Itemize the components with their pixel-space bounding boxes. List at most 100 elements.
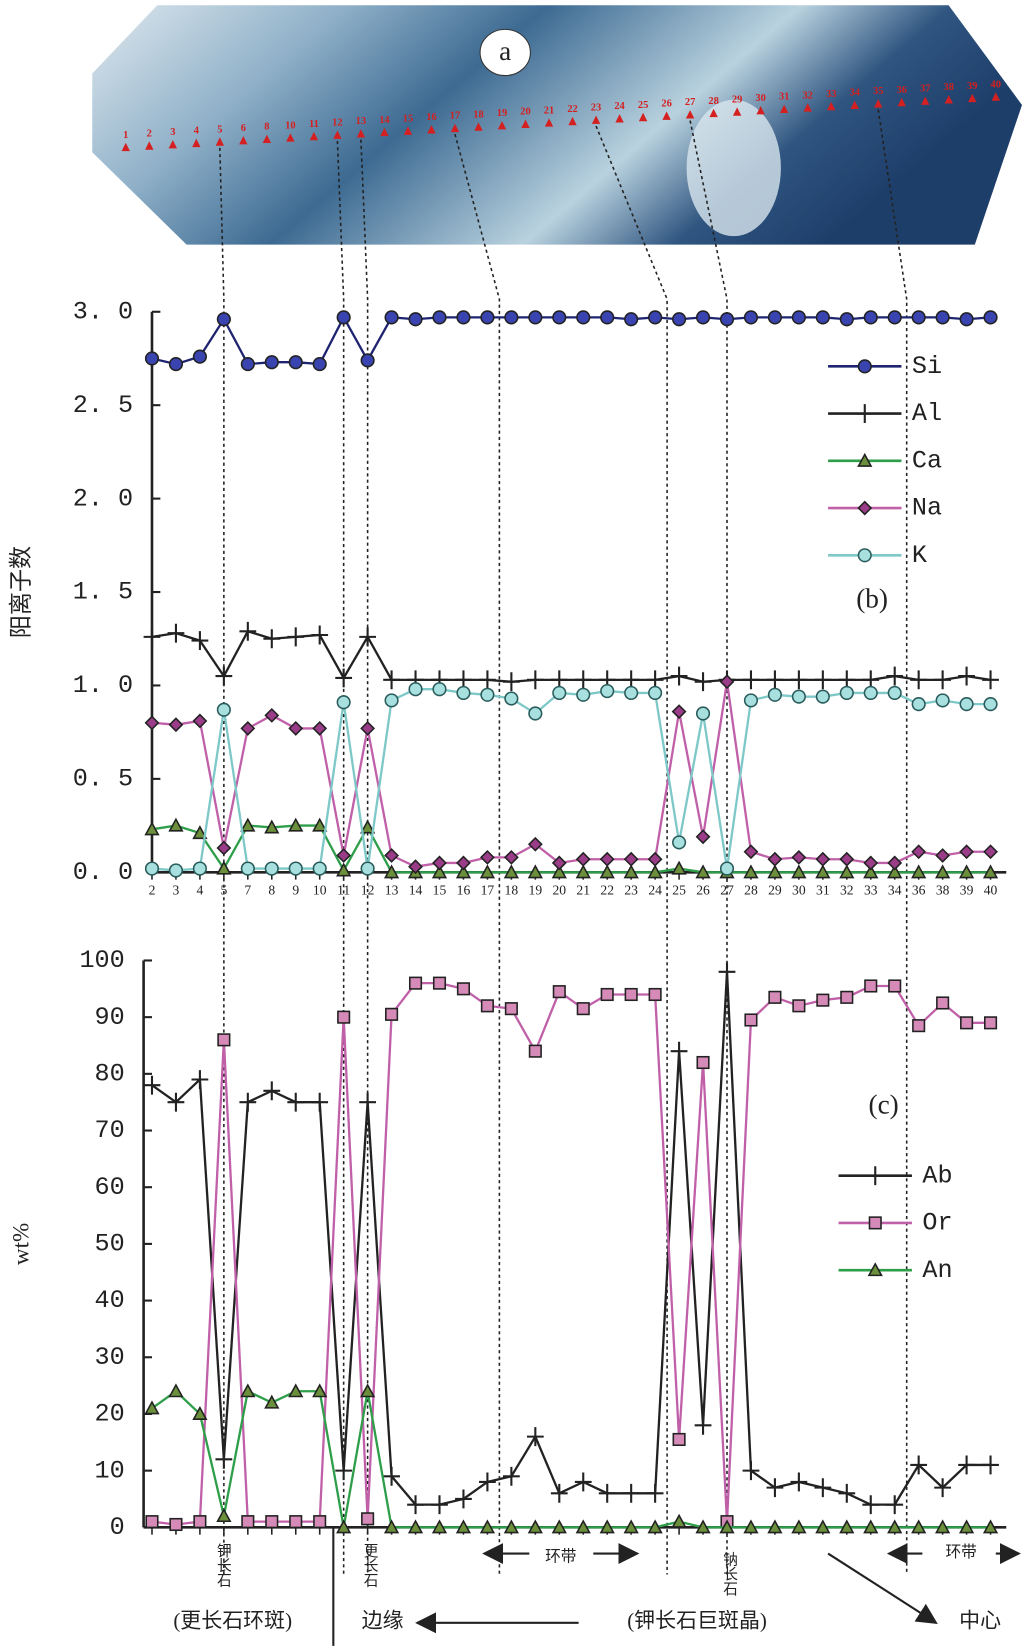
data-point <box>312 861 327 876</box>
photo-point-label: 4 <box>194 126 200 137</box>
data-point <box>456 855 471 871</box>
series-line <box>151 681 991 868</box>
photo-point <box>568 116 577 126</box>
data-point <box>504 1002 518 1016</box>
photo-point-label: 15 <box>403 113 413 124</box>
photo-point-label: 16 <box>426 112 436 123</box>
photo-point-label: 24 <box>614 101 625 112</box>
y-tick-label: 40 <box>95 1286 125 1315</box>
data-point <box>863 1519 879 1534</box>
photo-point-label: 28 <box>708 96 718 107</box>
data-point <box>695 706 711 721</box>
data-point <box>743 844 759 860</box>
data-point <box>982 864 999 879</box>
data-point <box>672 312 687 327</box>
legend-marker <box>867 1262 883 1277</box>
data-point <box>385 1007 399 1021</box>
photo-point-label: 31 <box>779 92 789 103</box>
data-point <box>502 1466 520 1486</box>
data-point <box>983 310 998 325</box>
data-point <box>143 1075 161 1095</box>
data-point <box>648 310 663 325</box>
data-point <box>695 310 711 325</box>
data-point <box>192 349 207 364</box>
data-point <box>455 864 472 879</box>
y-tick-label: 10 <box>95 1456 125 1485</box>
photo-point <box>803 103 812 112</box>
data-point <box>959 697 974 712</box>
data-point <box>935 693 950 708</box>
data-point <box>576 1002 590 1016</box>
data-point <box>574 1472 592 1492</box>
photo-point-label: 11 <box>309 119 319 130</box>
data-point <box>216 860 232 875</box>
data-point <box>599 851 615 867</box>
legend-label: Or <box>922 1209 952 1238</box>
data-point <box>982 1519 999 1534</box>
data-point <box>959 312 974 327</box>
data-point <box>550 1483 568 1503</box>
x-tick-label: 11 <box>337 882 350 897</box>
data-point <box>144 1400 160 1415</box>
data-point <box>670 1041 688 1061</box>
data-point <box>958 666 975 686</box>
data-point <box>695 829 711 845</box>
data-point <box>958 1455 975 1475</box>
data-point <box>144 861 160 876</box>
data-point <box>479 1519 496 1534</box>
zone-note: 环带 <box>945 1543 976 1561</box>
zone-note: 环带 <box>545 1547 576 1565</box>
photo-point <box>497 120 507 130</box>
photo-point <box>615 114 624 123</box>
x-tick-label: 33 <box>864 882 878 897</box>
data-point <box>312 1383 328 1398</box>
y-axis-label: wt% <box>7 1223 33 1265</box>
data-point <box>600 987 614 1002</box>
photo-point <box>638 112 648 122</box>
x-tick-label: 39 <box>960 882 974 897</box>
x-tick-label: 29 <box>768 882 782 897</box>
data-point <box>767 310 782 325</box>
zone-note: 边缘 <box>362 1609 404 1633</box>
data-point <box>336 848 352 863</box>
data-point <box>264 861 279 876</box>
data-point <box>552 985 566 999</box>
data-point <box>311 625 329 645</box>
connector <box>877 109 908 1575</box>
data-point <box>360 721 376 736</box>
photo <box>92 5 1022 245</box>
arrow <box>827 1552 938 1624</box>
data-point <box>167 623 185 643</box>
data-point <box>696 1055 710 1070</box>
connector <box>360 139 369 1575</box>
data-point <box>239 1092 257 1112</box>
photo-point <box>427 125 436 134</box>
data-point <box>743 310 759 325</box>
legend-label: Na <box>912 494 942 523</box>
data-point <box>359 627 377 647</box>
panel-label: (c) <box>869 1090 899 1120</box>
data-point <box>934 670 952 690</box>
data-point <box>863 310 878 325</box>
data-point <box>144 715 160 731</box>
x-tick-label: 10 <box>313 882 327 897</box>
series-line <box>151 314 991 366</box>
data-point <box>623 1519 639 1534</box>
data-point <box>241 1515 255 1529</box>
photo-point-label: 33 <box>826 89 836 100</box>
photo-point-label: 8 <box>264 122 269 133</box>
data-point <box>575 851 591 867</box>
data-point <box>528 310 543 325</box>
photo-point-label: 14 <box>379 115 390 126</box>
data-point <box>575 864 591 879</box>
y-tick-label: 90 <box>95 1003 125 1032</box>
photo-point <box>168 140 178 149</box>
data-point <box>719 1519 735 1534</box>
legend-label: Si <box>912 352 942 381</box>
data-point <box>622 1483 640 1503</box>
data-point <box>479 670 496 690</box>
data-point <box>264 355 279 370</box>
data-point <box>911 310 926 325</box>
data-point <box>312 356 327 372</box>
